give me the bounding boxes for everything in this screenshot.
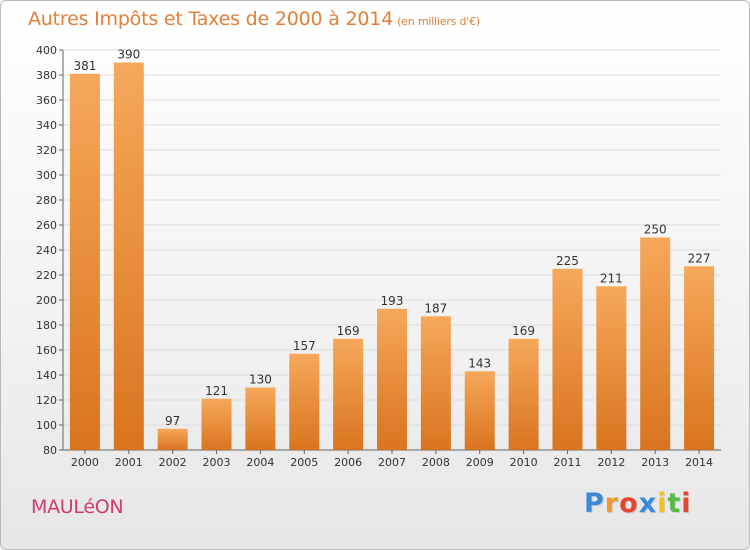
bar-value-label: 225 [556, 254, 579, 268]
bar-value-label: 227 [688, 251, 711, 265]
bar [464, 371, 495, 450]
bar [245, 387, 276, 450]
x-tick-label: 2008 [422, 456, 450, 469]
x-tick-label: 2002 [159, 456, 187, 469]
bar [157, 428, 188, 450]
y-tick-label: 240 [36, 244, 57, 257]
y-tick-label: 400 [36, 44, 57, 57]
x-tick-label: 2009 [466, 456, 494, 469]
bar [377, 308, 407, 450]
logo-letter: P [584, 488, 605, 519]
bar [684, 266, 715, 450]
y-tick-label: 140 [36, 369, 57, 382]
bar [640, 237, 671, 450]
proxiti-logo: Proxiti [584, 488, 692, 519]
y-tick-label: 380 [36, 69, 57, 82]
bar-value-label: 97 [165, 414, 180, 428]
bar [596, 286, 627, 450]
y-tick-label: 180 [36, 319, 57, 332]
bar-value-label: 157 [293, 339, 316, 353]
y-tick-label: 120 [36, 394, 57, 407]
x-tick-label: 2006 [334, 456, 362, 469]
y-tick-label: 160 [36, 344, 57, 357]
x-tick-label: 2001 [115, 456, 143, 469]
logo-letter: r [604, 488, 620, 519]
x-tick-label: 2005 [290, 456, 318, 469]
x-tick-label: 2011 [553, 456, 581, 469]
y-tick-label: 280 [36, 194, 57, 207]
bar-value-label: 193 [381, 294, 404, 308]
y-tick-label: 100 [36, 419, 57, 432]
title-text: Autres Impôts et Taxes de 2000 à 2014 [28, 8, 394, 30]
title-unit: (en milliers d'€) [397, 15, 480, 28]
bar [552, 268, 583, 450]
x-tick-label: 2014 [685, 456, 713, 469]
x-tick-label: 2013 [641, 456, 669, 469]
bar [333, 338, 364, 450]
y-tick-label: 320 [36, 144, 57, 157]
x-tick-label: 2010 [510, 456, 538, 469]
bar-value-label: 169 [337, 324, 360, 338]
logo-letter: x [638, 488, 658, 519]
bar-value-label: 187 [424, 301, 447, 315]
bar [113, 62, 144, 450]
bar-value-label: 130 [249, 373, 272, 387]
bar-value-label: 169 [512, 324, 535, 338]
bar-value-label: 121 [205, 384, 228, 398]
bar-value-label: 143 [468, 356, 491, 370]
y-tick-label: 300 [36, 169, 57, 182]
chart-title: Autres Impôts et Taxes de 2000 à 2014 (en… [28, 8, 480, 30]
bar [69, 73, 100, 450]
bar-value-label: 250 [644, 223, 667, 237]
y-tick-label: 220 [36, 269, 57, 282]
y-tick-label: 200 [36, 294, 57, 307]
x-tick-label: 2007 [378, 456, 406, 469]
x-tick-label: 2004 [246, 456, 274, 469]
logo-letter: i [657, 488, 668, 519]
bar-value-label: 211 [600, 271, 623, 285]
bar-value-label: 381 [73, 59, 96, 73]
bar [508, 338, 539, 450]
bar [201, 398, 232, 450]
x-tick-label: 2000 [71, 456, 99, 469]
bar-value-label: 390 [117, 48, 140, 62]
y-tick-label: 340 [36, 119, 57, 132]
x-tick-label: 2012 [597, 456, 625, 469]
logo-letter: i [681, 488, 692, 519]
y-tick-label: 80 [43, 444, 57, 457]
bar [420, 316, 451, 450]
y-tick-label: 360 [36, 94, 57, 107]
place-name: MAULéON [31, 496, 124, 518]
y-tick-label: 260 [36, 219, 57, 232]
bar [289, 353, 320, 450]
x-tick-label: 2003 [203, 456, 231, 469]
logo-letter: t [667, 488, 682, 519]
logo-letter: o [619, 488, 639, 519]
